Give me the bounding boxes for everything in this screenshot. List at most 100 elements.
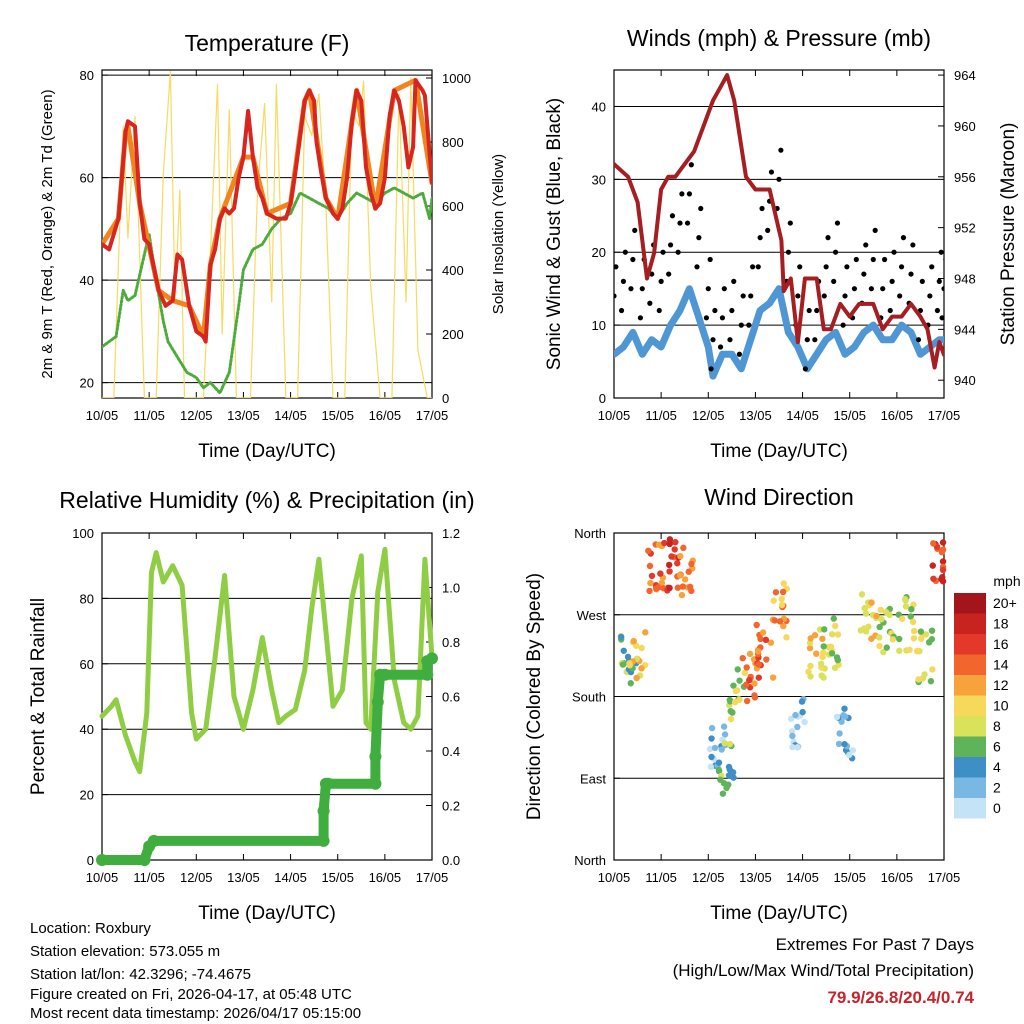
rh-y2tick-label: 1.0	[442, 581, 460, 596]
temp-xlabel: Time (Day/UTC)	[198, 441, 336, 462]
direction-point	[902, 603, 910, 610]
gust-point	[802, 366, 809, 372]
rh-ylabel: Percent & Total Rainfall	[28, 598, 49, 795]
direction-point	[876, 623, 883, 631]
speed-legend-label: 0	[993, 800, 1001, 816]
direction-point	[688, 560, 695, 568]
gust-point	[853, 256, 859, 263]
temp-ytick-label: 20	[80, 376, 94, 391]
gust-point	[639, 286, 645, 292]
direction-point	[789, 732, 796, 740]
gust-point	[696, 235, 702, 241]
dir-ytick-label: West	[577, 608, 607, 623]
direction-point	[730, 774, 737, 781]
gust-point	[731, 278, 737, 284]
rh-xtick-label: 15/05	[321, 870, 354, 885]
direction-point	[746, 676, 753, 684]
precip-point	[317, 834, 330, 847]
gust-point	[618, 307, 625, 314]
speed-legend-label: 8	[993, 718, 1001, 734]
direction-point	[780, 622, 787, 630]
direction-point	[638, 644, 645, 652]
wind-y2tick-label: 960	[954, 119, 976, 134]
gust-point	[844, 264, 850, 270]
direction-point	[883, 644, 890, 651]
gust-point	[658, 278, 664, 284]
rh-title: Relative Humidity (%) & Precipitation (i…	[59, 487, 474, 513]
direction-point	[726, 766, 733, 773]
direction-point	[769, 674, 777, 681]
speed-legend-label: 18	[993, 616, 1009, 632]
direction-point	[868, 635, 875, 642]
temp-y2tick-label: 800	[442, 135, 464, 150]
direction-point	[833, 713, 841, 721]
speed-legend-label: 4	[993, 759, 1001, 775]
direction-point	[720, 723, 728, 730]
footer-created: Figure created on Fri, 2026-04-17, at 05…	[30, 986, 352, 1003]
precip-point	[369, 777, 382, 790]
direction-point	[711, 744, 719, 752]
direction-point	[928, 636, 936, 643]
direction-point	[730, 682, 737, 689]
dir-xtick-label: 10/05	[598, 870, 631, 885]
direction-point	[787, 715, 795, 723]
direction-point	[828, 650, 836, 657]
rh-xtick-label: 11/05	[133, 870, 165, 885]
direction-point	[876, 642, 883, 650]
direction-point	[889, 636, 896, 643]
gust-point	[891, 249, 897, 255]
gust-point	[698, 205, 704, 212]
gust-point	[861, 271, 867, 277]
footer-location: Location: Roxbury	[30, 920, 151, 937]
rh-y2tick-label: 1.2	[442, 526, 460, 541]
wind-xtick-label: 13/05	[739, 408, 772, 423]
gust-point	[628, 286, 634, 292]
direction-point	[788, 728, 796, 735]
direction-point	[910, 635, 918, 642]
gust-point	[765, 227, 771, 233]
wind-ytick-label: 30	[592, 172, 606, 187]
temp-frame	[101, 69, 433, 399]
gust-point	[776, 176, 782, 182]
precip-point	[421, 668, 434, 681]
direction-point	[917, 628, 925, 635]
gust-point	[666, 271, 672, 277]
gust-point	[738, 322, 744, 328]
rh-series-total-precipitation	[97, 653, 437, 865]
gust-point	[900, 235, 907, 241]
extremes-title: Extremes For Past 7 Days	[775, 935, 974, 954]
direction-point	[726, 698, 734, 705]
direction-point	[921, 671, 928, 678]
gust-point	[614, 323, 615, 327]
wind-xtick-label: 12/05	[692, 408, 725, 423]
gust-point	[882, 256, 888, 263]
wind-ytick-label: 40	[592, 99, 606, 114]
direction-point	[882, 608, 890, 616]
direction-point	[674, 560, 681, 567]
gust-point	[927, 293, 933, 299]
temp-xtick-label: 10/05	[86, 408, 119, 423]
rh-xtick-label: 10/05	[86, 870, 119, 885]
direction-point	[734, 666, 741, 673]
wind-y2tick-label: 940	[954, 373, 976, 388]
gust-point	[936, 278, 942, 284]
wind-y2tick-label: 956	[954, 170, 976, 185]
gust-point	[934, 307, 941, 314]
direction-point	[927, 677, 935, 685]
dir-xlabel: Time (Day/UTC)	[710, 903, 848, 924]
gust-point	[938, 249, 944, 255]
rh-ytick-label: 40	[80, 722, 94, 737]
direction-point	[939, 539, 947, 546]
direction-point	[906, 646, 913, 654]
wind-y2tick-label: 964	[954, 68, 976, 83]
gust-point	[746, 322, 752, 328]
gust-point	[941, 286, 944, 292]
gust-point	[889, 278, 895, 284]
wind-y2tick-label: 948	[954, 271, 976, 286]
dir-xtick-label: 15/05	[833, 870, 866, 885]
gust-point	[929, 264, 935, 270]
wind-panel: Winds (mph) & Pressure (mb) Time (Day/UTC…	[544, 25, 1019, 462]
gust-point	[656, 307, 662, 314]
direction-point	[715, 766, 723, 774]
temp-xtick-label: 12/05	[180, 408, 213, 423]
